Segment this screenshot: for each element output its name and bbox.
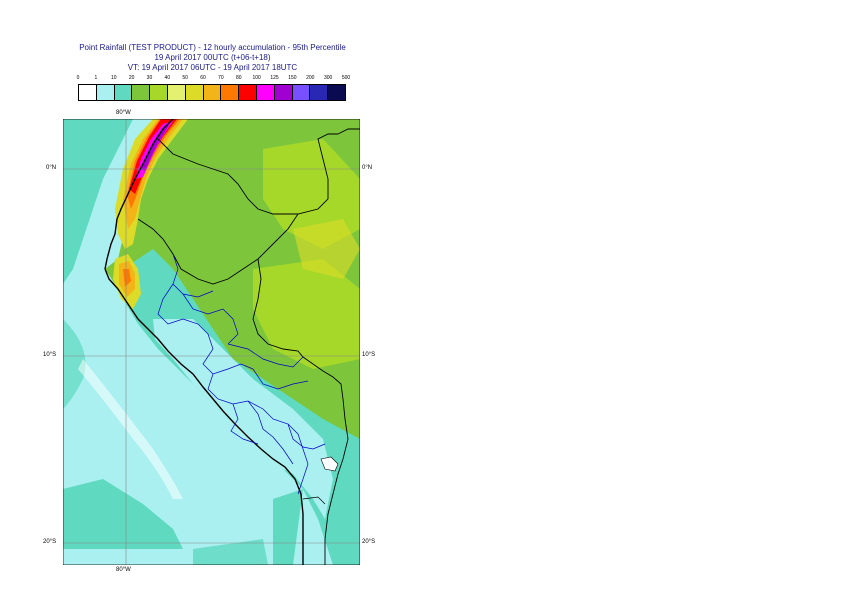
chile-border — [302, 496, 326, 505]
legend-swatch — [79, 85, 97, 100]
title-line-2: 19 April 2017 00UTC (t+06-t+18) — [154, 53, 271, 62]
legend-tick-label: 10 — [110, 75, 117, 81]
lat-label-right-10s: 10°S — [362, 352, 376, 358]
legend-tick-label: 30 — [146, 75, 153, 81]
ocean-white-streak — [78, 359, 183, 499]
legend-swatch — [167, 85, 186, 100]
legend-swatch — [96, 85, 115, 100]
legend-tick-label: 300 — [323, 75, 333, 81]
legend-tick-label: 50 — [182, 75, 188, 81]
rainfall-map — [63, 119, 360, 565]
lat-label-right-20s: 20°S — [362, 539, 376, 545]
legend-swatch — [310, 85, 329, 100]
legend-tick-label: 20 — [128, 75, 135, 81]
country-borders — [137, 128, 360, 565]
title-line-3: VT: 19 April 2017 06UTC - 19 April 2017 … — [127, 63, 298, 72]
lon-label-bottom: 80°W — [116, 567, 131, 573]
rain-heavy-orange-band — [123, 119, 183, 229]
ocean-band-south-2 — [63, 319, 86, 409]
lat-label-left-0n: 0°N — [46, 165, 57, 171]
ocean-band-north — [63, 119, 133, 284]
legend-swatch — [221, 85, 240, 100]
ocean-band-south-4 — [193, 539, 268, 565]
rain-heavy-purple-core — [141, 125, 169, 171]
ocean-band-south-1 — [63, 479, 183, 549]
lake-titicaca — [320, 456, 339, 472]
altiplano-dry-cyan — [213, 419, 328, 499]
legend-tick-label: 80 — [236, 75, 242, 81]
color-legend-bar — [78, 84, 346, 101]
legend-tick-label: 1 — [94, 75, 98, 81]
legend-tick-label: 200 — [306, 75, 315, 81]
legend-swatch — [185, 85, 204, 100]
rain-coast-dark-blob — [123, 269, 131, 287]
lat-label-left-10s: 10°S — [43, 352, 57, 358]
legend-swatch — [203, 85, 222, 100]
legend-tick-label: 70 — [218, 75, 224, 81]
title-line-1: Point Rainfall (TEST PRODUCT) - 12 hourl… — [79, 43, 346, 52]
legend-swatch — [114, 85, 133, 100]
legend-swatch — [274, 85, 293, 100]
legend-swatch — [256, 85, 275, 100]
legend-tick-label: 40 — [164, 75, 171, 81]
legend-swatch — [239, 85, 257, 100]
legend-tick-label: 500 — [341, 75, 351, 81]
legend-tick-label: 125 — [270, 75, 279, 81]
lon-label-top: 80°W — [116, 110, 131, 116]
region-borders — [157, 253, 326, 495]
legend-tick-label: 60 — [200, 75, 206, 81]
ocean-band-south-3 — [273, 489, 303, 565]
legend-swatch — [328, 85, 345, 100]
amazon-yellow-patch-2 — [253, 259, 360, 369]
legend-swatch — [150, 85, 168, 100]
amazon-yellow-patch-3 — [293, 219, 360, 279]
legend-tick-label: 100 — [252, 75, 261, 81]
lat-label-right-0n: 0°N — [362, 165, 373, 171]
legend-swatch — [292, 85, 311, 100]
legend-tick-label: 150 — [288, 75, 297, 81]
coastline — [104, 119, 304, 565]
legend-tick-label: 0 — [76, 75, 80, 81]
lat-label-left-20s: 20°S — [43, 539, 57, 545]
legend-swatch — [132, 85, 151, 100]
